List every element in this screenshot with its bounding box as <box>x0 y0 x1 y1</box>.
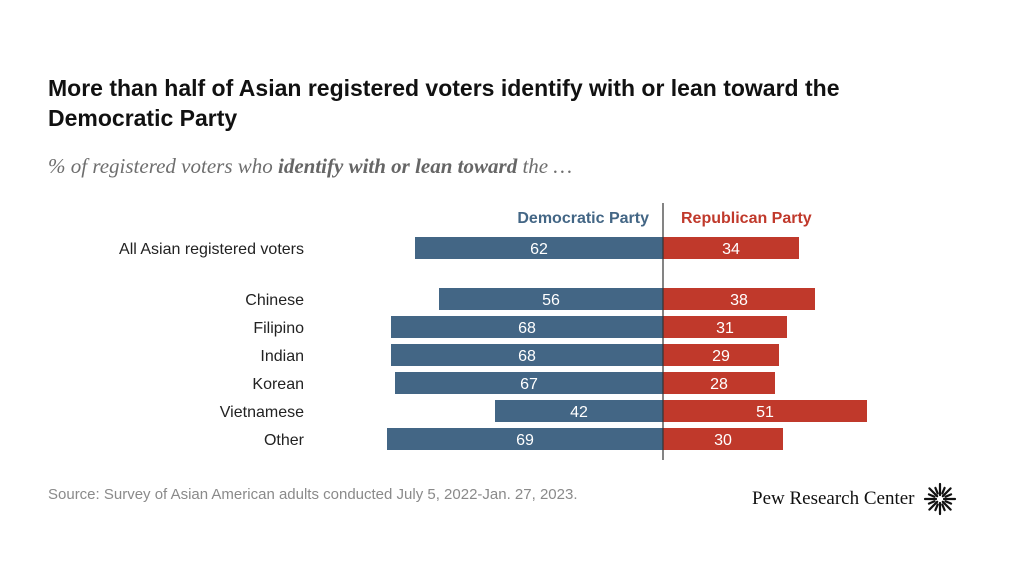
bar-democratic <box>395 372 663 394</box>
bar-democratic <box>387 428 663 450</box>
value-label-republican: 38 <box>730 292 748 309</box>
pew-logo: Pew Research Center <box>752 482 957 516</box>
value-label-democratic: 62 <box>530 241 548 258</box>
source-note: Source: Survey of Asian American adults … <box>48 486 578 503</box>
category-label: Korean <box>252 376 304 393</box>
subtitle-suffix: the … <box>517 154 573 178</box>
logo-text: Pew Research Center <box>752 488 915 509</box>
diverging-bar-chart: Democratic Party Republican Party All Asia… <box>119 203 867 460</box>
value-label-democratic: 56 <box>542 292 560 309</box>
legend-democratic: Democratic Party <box>517 210 649 227</box>
value-label-republican: 30 <box>714 432 732 449</box>
value-label-republican: 28 <box>710 376 728 393</box>
bar-democratic <box>391 344 663 366</box>
value-label-democratic: 68 <box>518 320 536 337</box>
value-label-republican: 34 <box>722 241 740 258</box>
bar-democratic <box>415 237 663 259</box>
category-label: All Asian registered voters <box>119 241 304 258</box>
bar-democratic <box>495 400 663 422</box>
value-label-democratic: 42 <box>570 404 588 421</box>
value-label-democratic: 69 <box>516 432 534 449</box>
subtitle-emphasis: identify with or lean toward <box>278 154 518 178</box>
bar-republican <box>663 372 775 394</box>
category-label: Indian <box>260 348 304 365</box>
chart-title: More than half of Asian registered voter… <box>48 75 840 131</box>
bar-republican <box>663 344 779 366</box>
subtitle-prefix: % of registered voters who <box>48 154 278 178</box>
value-label-republican: 29 <box>712 348 730 365</box>
bar-democratic <box>391 316 663 338</box>
bar-republican <box>663 316 787 338</box>
bar-democratic <box>439 288 663 310</box>
legend-republican: Republican Party <box>681 210 812 227</box>
chart-subtitle: % of registered voters who identify with… <box>48 154 948 179</box>
bar-republican <box>663 400 867 422</box>
bar-republican <box>663 288 815 310</box>
category-label: Vietnamese <box>220 404 304 421</box>
category-label: Other <box>264 432 305 449</box>
category-label: Chinese <box>245 292 304 309</box>
bar-republican <box>663 428 783 450</box>
value-label-republican: 31 <box>716 320 734 337</box>
bar-republican <box>663 237 799 259</box>
value-label-democratic: 67 <box>520 376 538 393</box>
value-label-democratic: 68 <box>518 348 536 365</box>
category-label: Filipino <box>253 320 304 337</box>
value-label-republican: 51 <box>756 404 774 421</box>
pew-sunburst-icon <box>923 482 956 516</box>
